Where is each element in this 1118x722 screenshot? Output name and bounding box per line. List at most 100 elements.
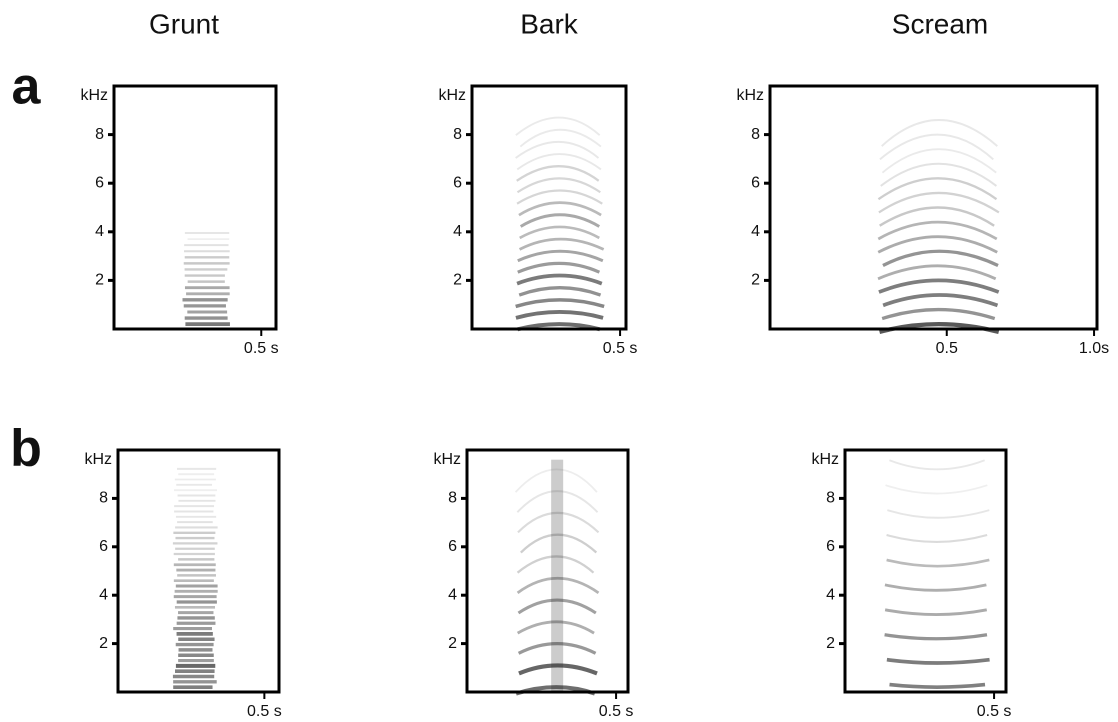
spectrogram-trace	[889, 682, 986, 689]
spectrogram-trace	[516, 189, 603, 205]
y-axis-label: kHz	[84, 451, 112, 468]
y-tick-label: 2	[826, 635, 835, 652]
spectrogram-trace	[887, 509, 990, 519]
spectrogram-trace	[520, 533, 598, 554]
y-axis-label: kHz	[433, 451, 461, 468]
spectrogram-band	[551, 459, 564, 692]
y-tick-label: 6	[448, 538, 457, 555]
spectrogram-trace	[882, 293, 999, 308]
x-tick-label: 0.5 s	[599, 703, 634, 720]
y-axis-label: kHz	[80, 87, 108, 104]
spectrogram-trace	[877, 220, 998, 241]
spectrogram-trace	[516, 153, 602, 171]
panel: kHz 2 4 6 8 0.5 1.0s	[736, 84, 1109, 357]
panel: kHz 2 4 6 8 0.5 s	[433, 448, 634, 720]
y-tick-label: 6	[826, 538, 835, 555]
spectrogram-trace	[878, 191, 1000, 214]
spectrogram-trace	[885, 484, 988, 495]
y-tick-label: 8	[826, 490, 835, 507]
spectrogram-trace	[877, 235, 998, 254]
spectrogram-trace	[886, 534, 988, 543]
y-axis-label: kHz	[438, 87, 466, 104]
panel-frame	[768, 84, 1099, 331]
spectrogram-trace	[516, 555, 595, 574]
spectrogram-trace	[884, 583, 987, 592]
spectrogram-trace	[517, 641, 597, 655]
spectrogram-trace	[515, 140, 600, 159]
column-title: Bark	[520, 8, 579, 39]
spectrogram-trace	[882, 249, 999, 268]
spectrogram-trace	[519, 128, 602, 148]
y-tick-label: 4	[448, 586, 457, 603]
x-tick-label: 0.5 s	[603, 340, 638, 357]
spectrogram-trace	[515, 310, 604, 320]
panel-frame	[843, 448, 1008, 694]
y-tick-label: 6	[453, 174, 462, 191]
panel: kHz 2 4 6 8 0.5 s	[84, 448, 282, 720]
y-tick-label: 2	[453, 272, 462, 289]
spectrogram-trace	[516, 273, 603, 286]
y-tick-label: 8	[448, 490, 457, 507]
y-tick-label: 2	[99, 635, 108, 652]
y-tick-label: 4	[453, 223, 462, 240]
y-tick-label: 2	[95, 272, 104, 289]
spectrogram-trace	[516, 490, 599, 513]
panel-frame	[116, 448, 281, 694]
panel: kHz 2 4 6 8 0.5 s	[80, 84, 279, 357]
y-tick-label: 8	[751, 126, 760, 143]
y-tick-label: 4	[95, 223, 104, 240]
panel: kHz 2 4 6 8 0.5 s	[438, 84, 638, 357]
spectrogram-trace	[517, 322, 601, 332]
spectrogram-trace	[881, 148, 997, 174]
spectrogram-trace	[886, 657, 990, 665]
y-tick-label: 6	[751, 174, 760, 191]
spectrogram-trace	[516, 165, 600, 182]
panel-frame	[112, 84, 278, 331]
y-tick-label: 4	[826, 586, 835, 603]
y-axis-label: kHz	[811, 451, 839, 468]
column-title: Grunt	[149, 8, 219, 39]
spectrogram-trace	[518, 201, 602, 217]
panel: kHz 2 4 6 8 0.5 s	[811, 448, 1012, 720]
spectrogram-trace	[884, 633, 988, 641]
panel-frame	[470, 84, 628, 331]
spectrogram-trace	[879, 206, 995, 227]
spectrogram-trace	[884, 608, 988, 616]
y-tick-label: 4	[751, 223, 760, 240]
spectrogram-trace	[518, 286, 602, 297]
y-axis-label: kHz	[736, 87, 764, 104]
y-tick-label: 6	[95, 174, 104, 191]
spectrogram-trace	[877, 264, 997, 281]
column-title: Scream	[892, 8, 988, 39]
spectrogram-trace	[515, 298, 605, 309]
spectrogram-trace	[514, 468, 598, 493]
x-tick-label: 1.0s	[1079, 340, 1109, 357]
spectrogram-trace	[889, 459, 985, 471]
y-tick-label: 6	[99, 538, 108, 555]
spectrogram-trace	[881, 119, 998, 147]
spectrogram-trace	[517, 512, 600, 534]
spectrogram-trace	[880, 162, 998, 187]
spectrogram-trace	[516, 620, 595, 635]
row-label: b	[10, 420, 42, 478]
spectrogram-trace	[518, 663, 598, 676]
y-tick-label: 4	[99, 586, 108, 603]
x-tick-label: 0.5 s	[244, 340, 279, 357]
spectrogram-trace	[886, 558, 990, 568]
y-tick-label: 8	[453, 126, 462, 143]
spectrogram-trace	[517, 249, 604, 263]
x-tick-label: 0.5	[936, 340, 958, 357]
y-tick-label: 2	[751, 272, 760, 289]
y-tick-label: 2	[448, 635, 457, 652]
x-tick-label: 0.5 s	[977, 703, 1012, 720]
spectrogram-trace	[881, 307, 996, 321]
y-tick-label: 8	[95, 126, 104, 143]
spectrogram-trace	[877, 177, 998, 201]
spectrogram-trace	[879, 133, 994, 161]
row-label: a	[12, 58, 42, 116]
spectrogram-trace	[878, 278, 1000, 294]
spectrogram-trace	[519, 213, 601, 228]
y-tick-label: 8	[99, 490, 108, 507]
spectrogram-trace	[518, 237, 605, 251]
